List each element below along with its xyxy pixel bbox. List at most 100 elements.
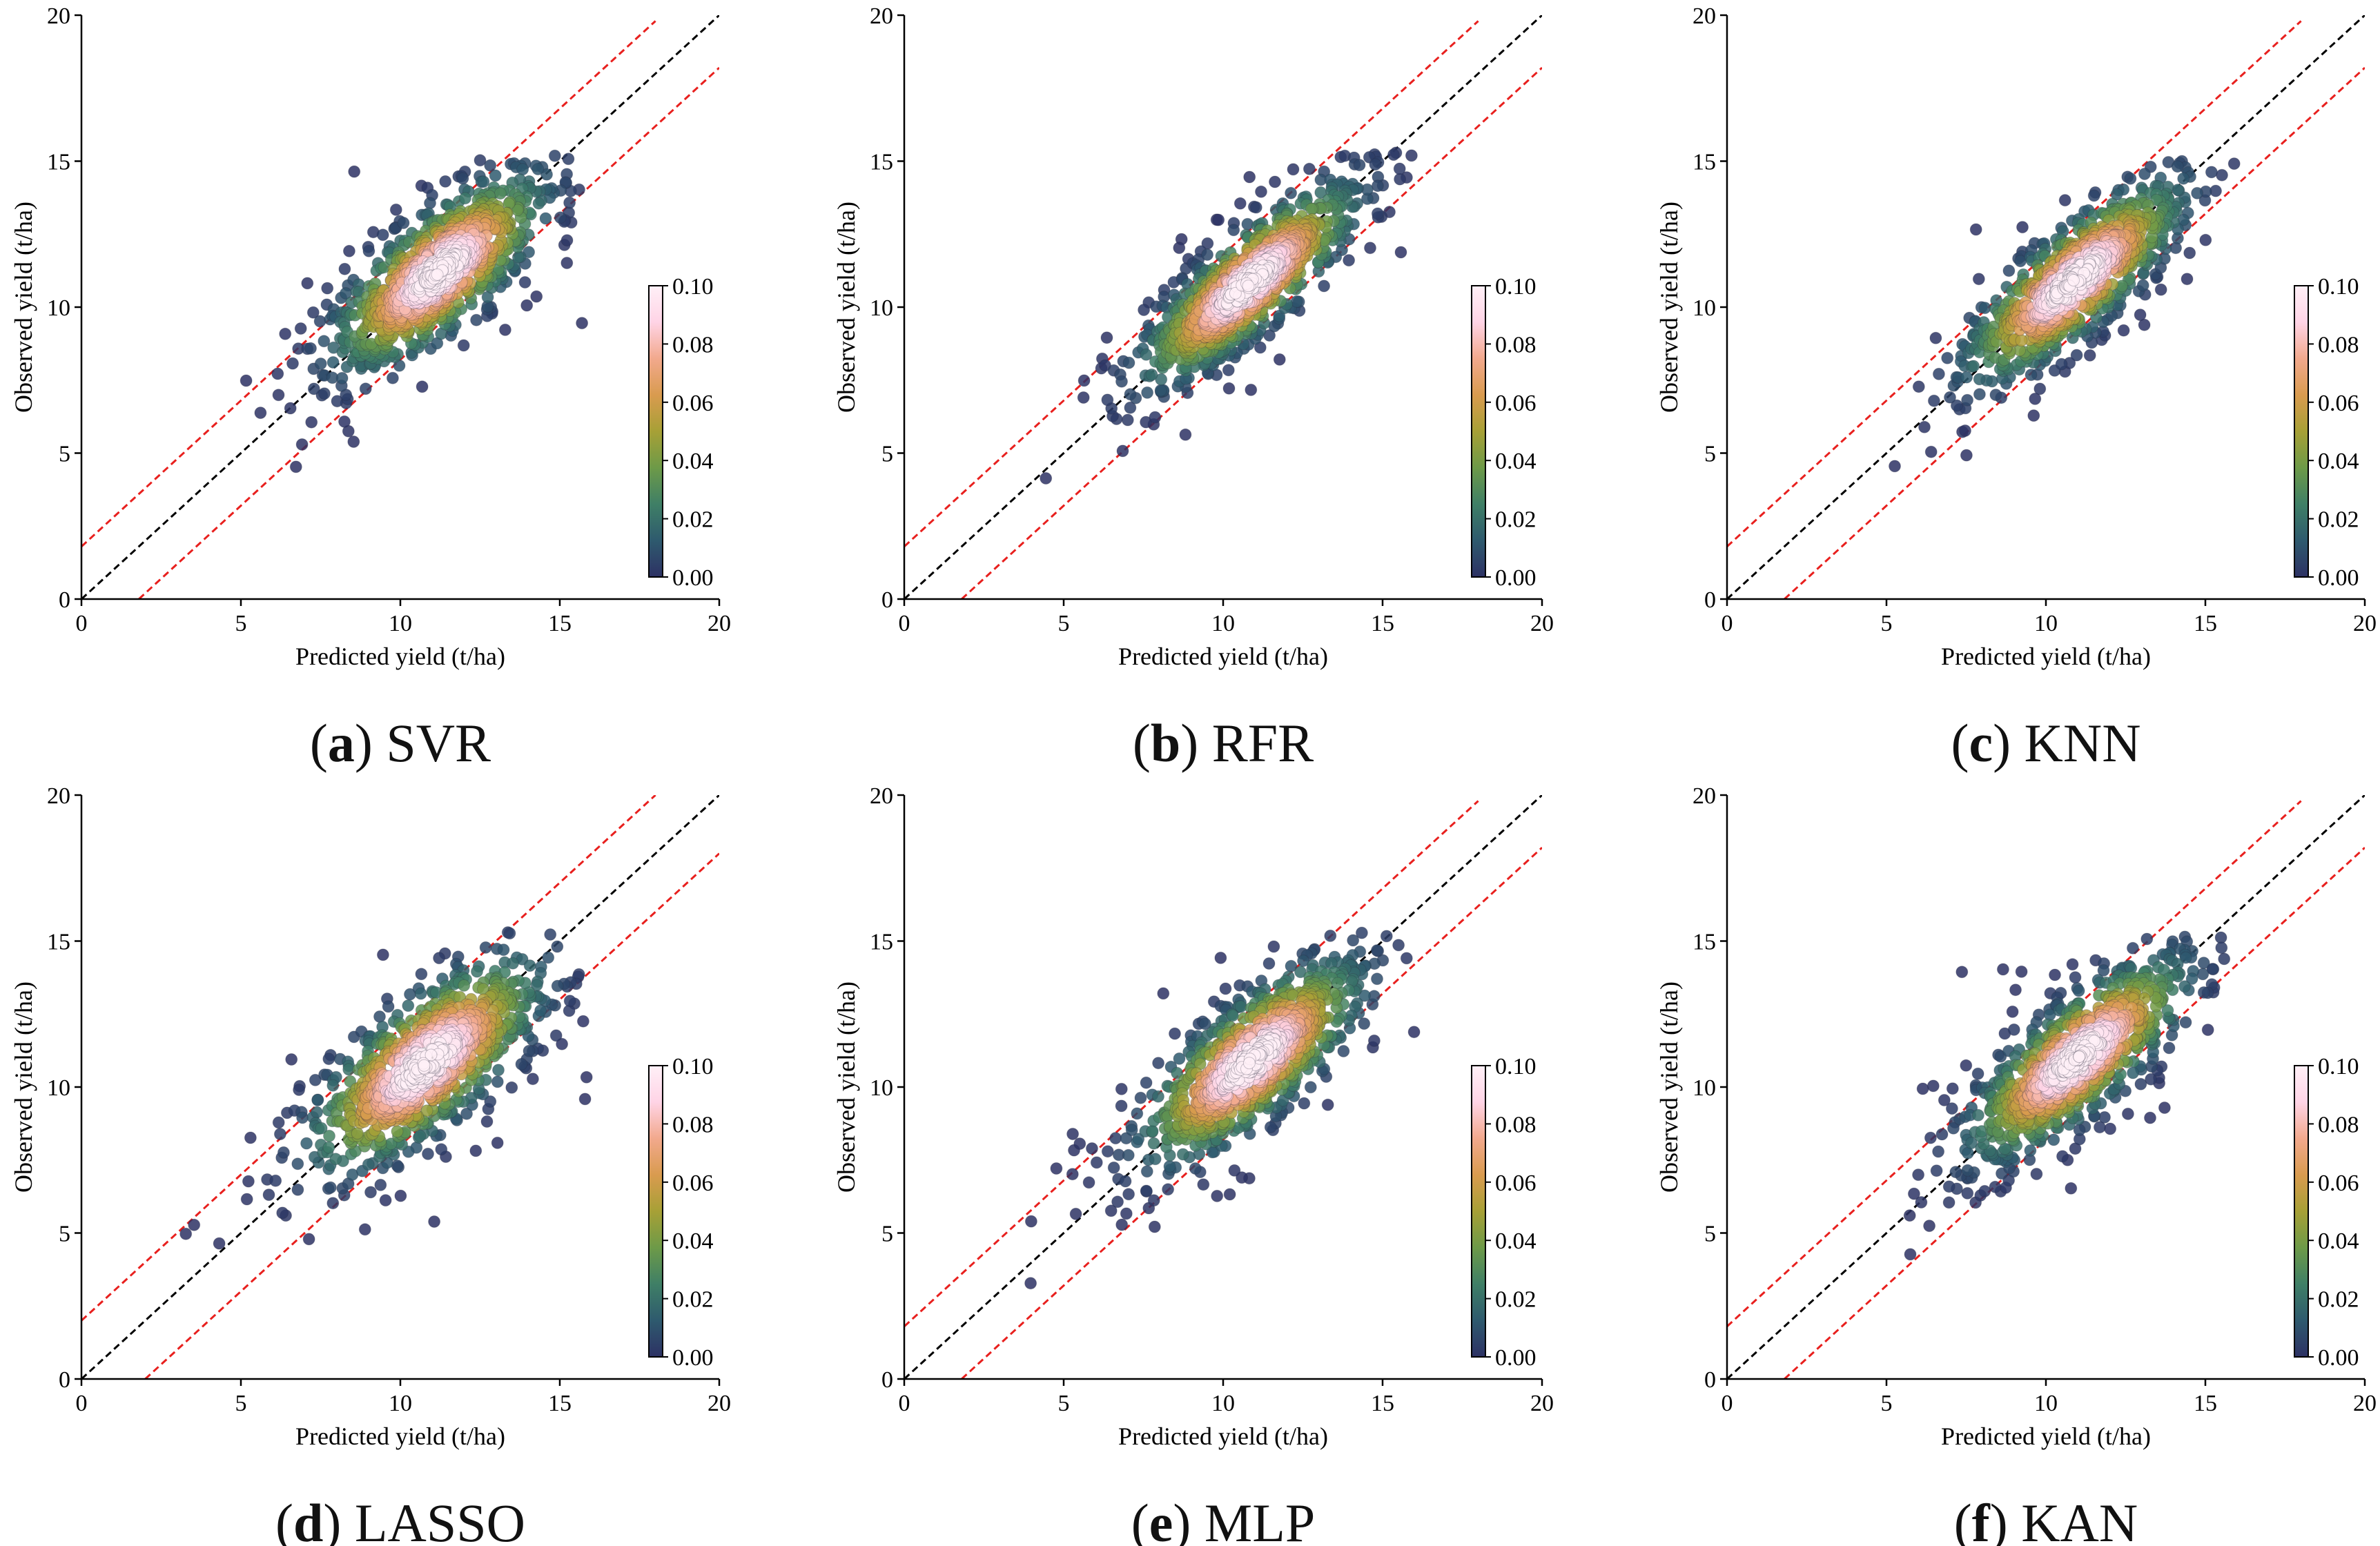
data-point [1946,1082,1959,1095]
data-point [1222,364,1235,377]
data-point [1941,351,1954,364]
data-point [2067,274,2080,286]
data-point [1262,957,1276,970]
data-point [2206,963,2219,975]
data-point [523,1044,536,1057]
data-point [1242,1057,1256,1070]
data-point [1243,170,1256,184]
data-point [1971,1067,1984,1080]
data-point [484,1095,497,1108]
data-point [294,322,307,335]
data-point [2030,1168,2043,1180]
data-point [2197,957,2210,970]
data-point [539,212,552,225]
y-tick-label: 10 [47,1075,70,1101]
lower-bound-line [138,67,719,599]
data-point [359,382,372,395]
data-point [1173,242,1186,255]
data-point [1147,1137,1160,1150]
data-point [425,1048,438,1061]
data-point [1929,331,1942,344]
y-tick-label: 0 [1704,587,1716,613]
data-point [489,169,502,182]
data-point [424,197,436,210]
x-tick-label: 15 [548,611,572,636]
data-point [1916,1082,1929,1095]
plot-area [81,15,719,599]
data-point [1927,394,1940,407]
data-point [1393,162,1406,175]
data-point [2097,964,2110,977]
data-point [1149,411,1162,424]
colorbar-tick-label: 0.00 [672,1345,714,1371]
data-point [2006,1005,2019,1018]
data-point [1364,242,1376,255]
data-point [1305,202,1318,215]
data-point [279,327,292,340]
data-point [1149,1153,1162,1166]
data-point [1337,1045,1350,1057]
data-point [2154,283,2167,296]
data-point [1173,1052,1186,1065]
colorbar-tick-label: 0.04 [672,1229,714,1254]
colorbar-tick-label: 0.06 [2318,391,2359,416]
x-tick-label: 10 [389,1391,412,1416]
x-tick-label: 5 [235,611,247,636]
data-point [293,1084,306,1096]
data-point [1245,383,1258,396]
data-point [1066,1128,1080,1140]
data-point [2199,233,2212,246]
data-point [1924,445,1938,458]
panel-caption: (c) KNN [1951,713,2140,773]
data-point [1124,401,1137,414]
data-point [348,165,361,178]
data-point [1303,162,1316,175]
data-point [1157,987,1170,1000]
data-point [1392,939,1405,952]
x-tick-label: 10 [389,611,412,636]
data-point [1116,444,1129,458]
x-tick-label: 20 [1530,1391,1554,1416]
colorbar-tick-label: 0.08 [672,1112,714,1137]
data-point [1358,1017,1371,1030]
colorbar-tick-label: 0.02 [672,507,714,533]
data-point [580,1070,593,1084]
data-point [2098,1110,2111,1124]
data-point [1971,1108,1984,1122]
data-point [335,371,349,384]
data-point [1972,273,1985,286]
data-point [1989,389,2002,402]
data-point [1140,1165,1153,1178]
data-point [2138,168,2151,180]
data-point [458,192,471,205]
colorbar-tick-label: 0.00 [1495,1345,1537,1371]
data-point [1162,1183,1175,1196]
data-point [2158,1102,2171,1114]
data-point [1961,393,1974,407]
data-point [2177,172,2190,185]
data-point [2134,309,2147,322]
x-axis-label: Predicted yield (t/ha) [295,1422,505,1450]
data-point [1082,1176,1095,1189]
data-point [1955,966,1969,979]
colorbar [2294,285,2309,578]
colorbar-tick-label: 0.08 [672,332,714,358]
data-point [1959,424,1971,437]
y-tick-label: 0 [881,587,893,613]
y-tick-label: 5 [59,442,70,467]
data-point [1324,929,1337,942]
x-axis-label: Predicted yield (t/ha) [1118,643,1328,670]
data-point [439,175,452,188]
data-point [1163,1160,1176,1173]
data-point [1176,1148,1189,1161]
plot-area [904,795,1542,1379]
data-point [1131,1107,1144,1120]
data-point [520,299,534,312]
data-point [386,371,399,384]
x-tick-label: 20 [708,1391,731,1416]
data-point [272,1116,285,1129]
data-point [491,1075,504,1088]
